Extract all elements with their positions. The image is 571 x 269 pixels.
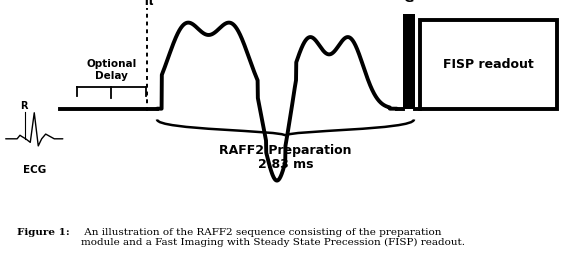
Text: An illustration of the RAFF2 sequence consisting of the preparation
module and a: An illustration of the RAFF2 sequence co… bbox=[81, 228, 465, 247]
Text: π: π bbox=[143, 0, 154, 8]
Text: G: G bbox=[404, 0, 414, 5]
Text: FISP readout: FISP readout bbox=[443, 58, 533, 71]
Text: Figure 1:: Figure 1: bbox=[17, 228, 70, 237]
Text: RAFF2 Preparation: RAFF2 Preparation bbox=[219, 144, 352, 157]
Bar bbox=[420, 20, 557, 109]
Text: R: R bbox=[19, 101, 27, 111]
Bar bbox=[403, 14, 415, 109]
Text: Optional
Delay: Optional Delay bbox=[86, 59, 136, 81]
Text: 2.83 ms: 2.83 ms bbox=[258, 158, 313, 171]
Text: ECG: ECG bbox=[23, 165, 46, 175]
